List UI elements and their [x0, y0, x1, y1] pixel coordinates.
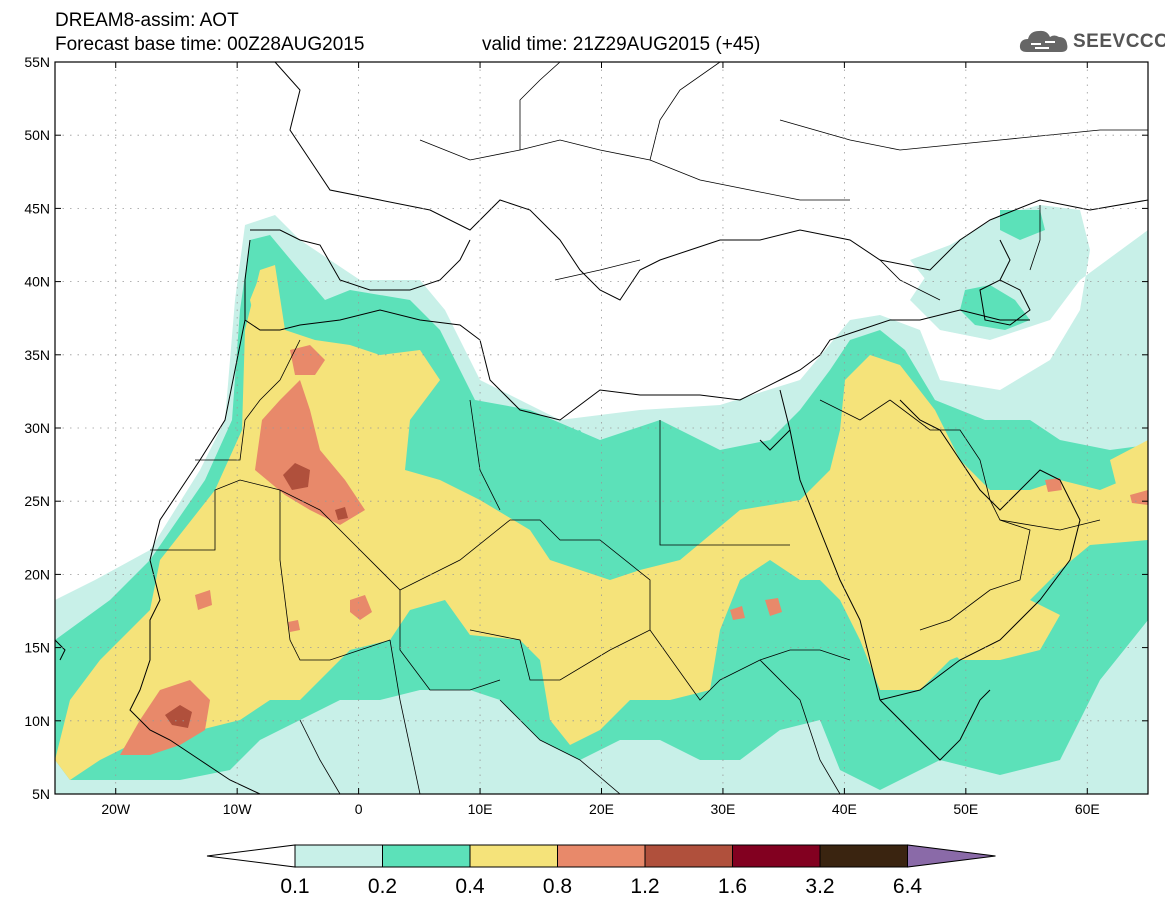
lat-label: 10N	[24, 713, 50, 729]
lat-label: 40N	[24, 274, 50, 290]
lat-label: 35N	[24, 347, 50, 363]
lon-label: 0	[355, 801, 363, 817]
lon-label: 10W	[223, 801, 253, 817]
lon-label: 20E	[589, 801, 614, 817]
lon-label: 20W	[101, 801, 131, 817]
colorbar-box	[557, 844, 646, 868]
colorbar-box	[382, 844, 471, 868]
colorbar-box	[732, 844, 821, 868]
lat-label: 15N	[24, 640, 50, 656]
cloud-icon	[1019, 30, 1068, 52]
country-borders	[150, 62, 1148, 794]
colorbar-box	[644, 844, 733, 868]
colorbar-low-arrow	[206, 844, 296, 868]
lat-label: 20N	[24, 566, 50, 582]
map-title: DREAM8-assim: AOT	[55, 10, 239, 31]
lon-label: 10E	[468, 801, 493, 817]
lat-label: 25N	[24, 493, 50, 509]
colorbar-high-arrow	[907, 844, 996, 868]
colorbar-box	[294, 844, 383, 868]
coastlines	[55, 62, 1148, 794]
map-ticks: 55N 50N 45N 40N 35N 30N 25N 20N 15N 10N 5N 20W 10W 0 1…	[24, 54, 1148, 817]
lat-label: 45N	[24, 200, 50, 216]
colorbar-level-label: 0.2	[368, 875, 397, 898]
aot-contour-0-8	[120, 345, 1148, 755]
aot-contour-0-4	[55, 265, 1148, 780]
lat-label: 5N	[32, 786, 50, 802]
colorbar-level-label: 6.4	[893, 875, 923, 898]
colorbar-level-label: 1.6	[718, 875, 747, 898]
lon-label: 60E	[1075, 801, 1100, 817]
colorbar-level-label: 3.2	[805, 875, 834, 898]
colorbar-level-label: 0.8	[543, 875, 572, 898]
lon-label: 50E	[953, 801, 978, 817]
colorbar-level-label: 0.1	[280, 875, 309, 898]
lat-label: 50N	[24, 127, 50, 143]
colorbar-box	[819, 844, 908, 868]
aot-contour-1-2	[165, 463, 348, 728]
seevccc-logo: SEEVCCC	[1017, 24, 1165, 58]
logo-text: SEEVCCC	[1073, 31, 1165, 52]
valid-time: valid time: 21Z29AUG2015 (+45)	[482, 34, 761, 55]
lat-label: 30N	[24, 420, 50, 436]
colorbar-level-label: 1.2	[630, 875, 659, 898]
colorbar-level-label: 0.4	[455, 875, 485, 898]
lon-label: 40E	[832, 801, 857, 817]
lon-label: 30E	[710, 801, 735, 817]
lat-label: 55N	[24, 54, 50, 70]
forecast-base-time: Forecast base time: 00Z28AUG2015	[55, 34, 365, 55]
colorbar-box	[469, 844, 558, 868]
